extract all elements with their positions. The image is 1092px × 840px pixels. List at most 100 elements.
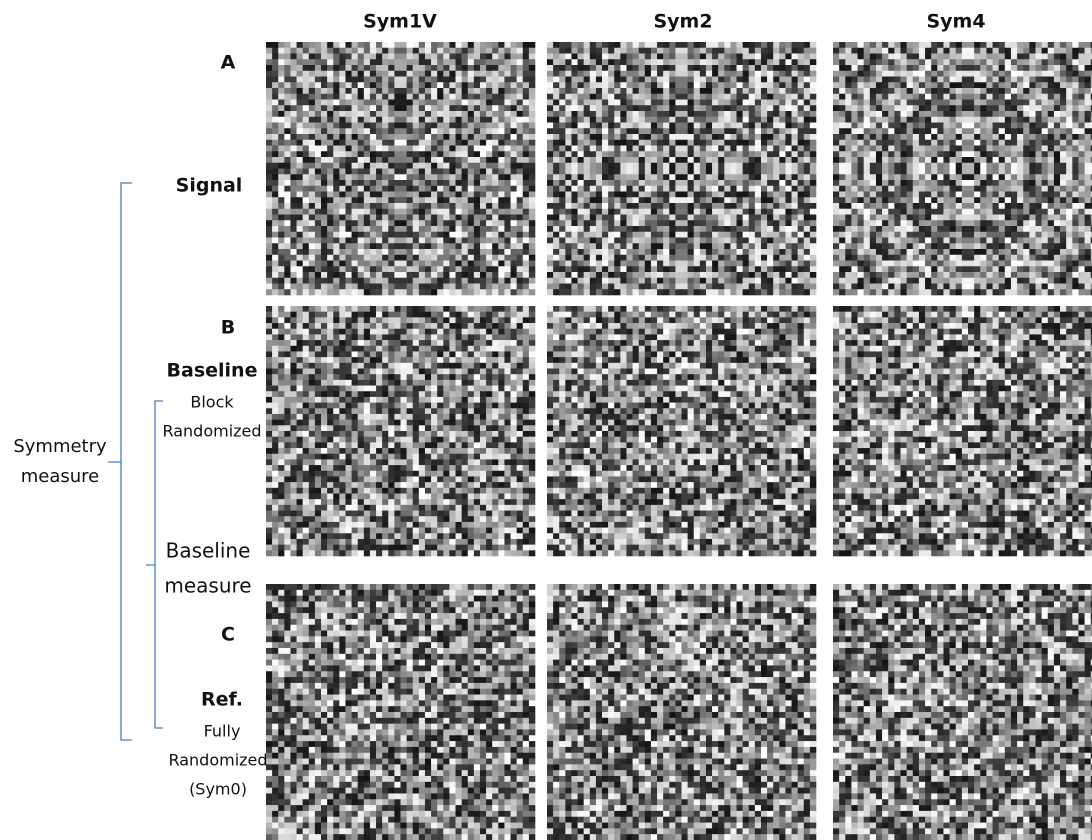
texture-cell xyxy=(804,128,810,134)
texture-cell xyxy=(511,123,517,129)
texture-cell xyxy=(1085,54,1091,60)
texture-cell xyxy=(1054,111,1060,117)
texture-cell xyxy=(578,77,584,83)
texture-cell xyxy=(950,123,956,129)
texture-cell xyxy=(999,59,1005,65)
texture-cell xyxy=(792,192,798,198)
texture-cell xyxy=(474,77,480,83)
texture-cell xyxy=(901,65,907,71)
texture-cell xyxy=(749,243,755,249)
texture-cell xyxy=(290,238,296,244)
texture-cell xyxy=(943,65,949,71)
texture-cell xyxy=(486,289,492,295)
texture-cell xyxy=(894,71,900,77)
texture-cell xyxy=(327,249,333,255)
texture-cell xyxy=(339,71,345,77)
texture-cell xyxy=(633,232,639,238)
texture-cell xyxy=(999,146,1005,152)
texture-cell xyxy=(688,48,694,54)
texture-cell xyxy=(504,54,510,60)
texture-cell xyxy=(565,197,571,203)
texture-cell xyxy=(413,215,419,221)
texture-cell xyxy=(620,169,626,175)
texture-cell xyxy=(913,54,919,60)
texture-cell xyxy=(682,100,688,106)
texture-cell xyxy=(462,128,468,134)
texture-cell xyxy=(401,105,407,111)
texture-cell xyxy=(724,261,730,267)
texture-cell xyxy=(290,169,296,175)
texture-cell xyxy=(547,123,553,129)
texture-cell xyxy=(694,65,700,71)
texture-cell xyxy=(730,203,736,209)
texture-cell xyxy=(327,48,333,54)
texture-cell xyxy=(1036,77,1042,83)
texture-cell xyxy=(999,105,1005,111)
texture-cell xyxy=(962,105,968,111)
texture-cell xyxy=(553,82,559,88)
texture-cell xyxy=(669,249,675,255)
texture-cell xyxy=(431,151,437,157)
texture-cell xyxy=(596,42,602,48)
texture-cell xyxy=(278,71,284,77)
texture-cell xyxy=(1072,134,1078,140)
texture-cell xyxy=(785,186,791,192)
texture-cell xyxy=(559,186,565,192)
texture-cell xyxy=(798,203,804,209)
texture-cell xyxy=(663,243,669,249)
texture-cell xyxy=(761,169,767,175)
texture-cell xyxy=(547,151,553,157)
texture-cell xyxy=(1060,140,1066,146)
texture-cell xyxy=(474,59,480,65)
texture-cell xyxy=(1017,65,1023,71)
texture-cell xyxy=(962,111,968,117)
texture-cell xyxy=(596,261,602,267)
texture-cell xyxy=(730,146,736,152)
texture-cell xyxy=(364,163,370,169)
texture-cell xyxy=(737,226,743,232)
texture-cell xyxy=(755,88,761,94)
texture-cell xyxy=(682,243,688,249)
texture-cell xyxy=(431,272,437,278)
texture-cell xyxy=(993,100,999,106)
texture-cell xyxy=(1085,157,1091,163)
texture-cell xyxy=(694,284,700,290)
texture-cell xyxy=(792,203,798,209)
texture-cell xyxy=(309,42,315,48)
texture-cell xyxy=(407,128,413,134)
texture-cell xyxy=(584,146,590,152)
texture-cell xyxy=(626,289,632,295)
texture-cell xyxy=(443,278,449,284)
texture-cell xyxy=(376,203,382,209)
texture-cell xyxy=(602,105,608,111)
texture-cell xyxy=(266,226,272,232)
texture-cell xyxy=(468,48,474,54)
texture-cell xyxy=(456,151,462,157)
texture-cell xyxy=(694,289,700,295)
texture-cell xyxy=(804,65,810,71)
texture-cell xyxy=(578,261,584,267)
texture-cell xyxy=(962,180,968,186)
texture-cell xyxy=(309,278,315,284)
texture-cell xyxy=(608,100,614,106)
texture-cell xyxy=(333,255,339,261)
texture-cell xyxy=(437,134,443,140)
texture-cell xyxy=(486,42,492,48)
texture-cell xyxy=(694,117,700,123)
texture-cell xyxy=(333,163,339,169)
texture-cell xyxy=(266,71,272,77)
texture-cell xyxy=(1066,123,1072,129)
texture-cell xyxy=(907,117,913,123)
texture-cell xyxy=(767,197,773,203)
texture-cell xyxy=(498,105,504,111)
texture-cell xyxy=(651,48,657,54)
texture-cell xyxy=(804,226,810,232)
texture-cell xyxy=(876,128,882,134)
texture-cell xyxy=(767,77,773,83)
texture-cell xyxy=(449,232,455,238)
texture-cell xyxy=(297,48,303,54)
texture-cell xyxy=(651,140,657,146)
texture-cell xyxy=(767,238,773,244)
texture-cell xyxy=(785,77,791,83)
texture-cell xyxy=(498,284,504,290)
